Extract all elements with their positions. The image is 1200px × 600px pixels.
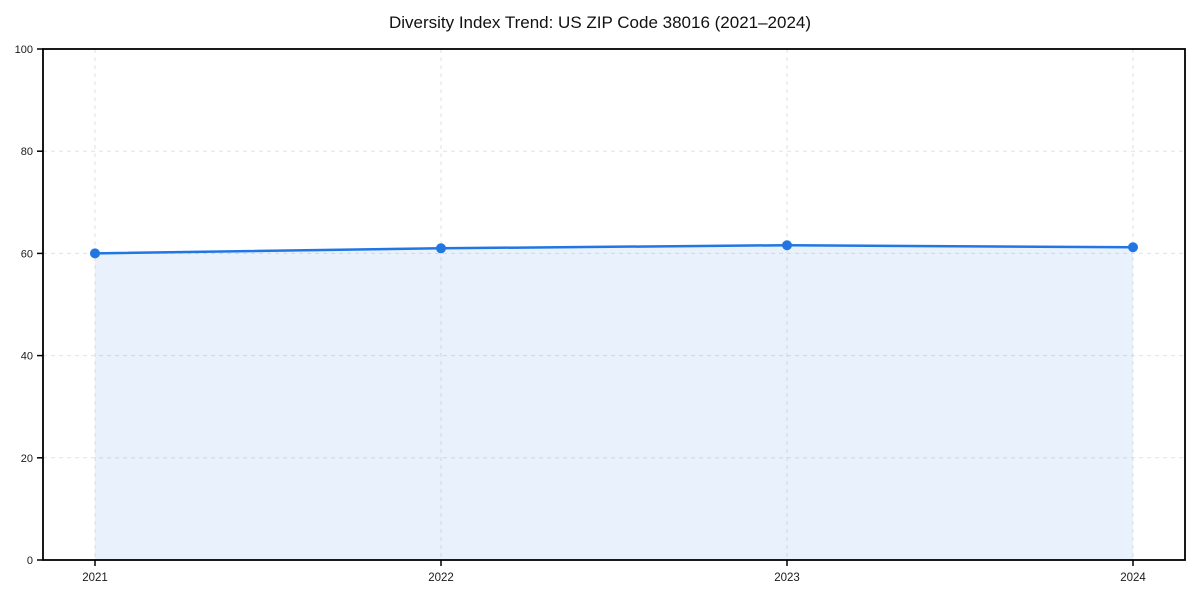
trend-line [93,243,1135,255]
data-point-2024 [1128,242,1138,253]
x-tick-label: 2022 [428,572,454,584]
chart-title: Diversity Index Trend: US ZIP Code 38016… [389,13,811,32]
y-tick-label: 100 [15,44,33,56]
data-point-2023 [782,240,792,251]
y-tick-label: 60 [21,248,33,260]
y-tick-label: 0 [27,555,33,567]
x-tick-label: 2023 [774,572,800,584]
y-tick-label: 40 [21,351,33,363]
plot-border [42,48,1186,561]
y-tick-label: 80 [21,146,33,158]
area-fill [95,245,1133,560]
x-tick-label: 2024 [1120,572,1146,584]
data-point-2021 [90,248,100,259]
x-tick-label: 2021 [82,572,108,584]
data-point-2022 [436,243,446,254]
y-tick-label: 20 [21,453,33,465]
